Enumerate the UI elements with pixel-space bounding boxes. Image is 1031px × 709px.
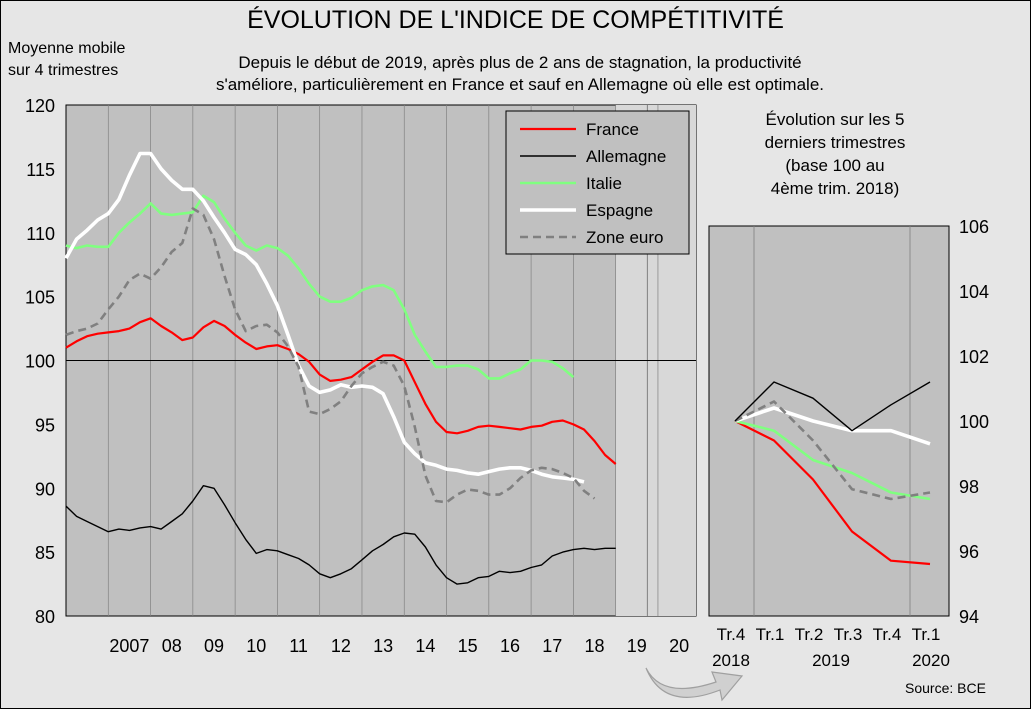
inset-title-line-1: Évolution sur les 5: [765, 110, 905, 129]
curved-arrow-icon: [645, 667, 744, 702]
legend-label: France: [586, 120, 639, 139]
y-tick-label: 80: [35, 607, 55, 627]
y-tick-label: 105: [25, 288, 55, 308]
y-axis-label-line-1: Moyenne mobile: [8, 40, 126, 57]
y-axis-label: Moyenne mobile sur 4 trimestres: [8, 38, 125, 82]
chart-title: ÉVOLUTION DE L'INDICE DE COMPÉTITIVITÉ: [247, 6, 784, 34]
x-tick-label: 09: [204, 636, 224, 656]
y-tick-label: 110: [26, 224, 55, 244]
y-axis-label-line-2: sur 4 trimestres: [8, 62, 119, 79]
inset-plot-area: [708, 225, 950, 617]
x-tick-label: 13: [373, 636, 393, 656]
inset-x-year-label: 2020: [912, 651, 950, 670]
subtitle-line-2: s'améliore, particulièrement en France e…: [215, 75, 824, 94]
x-tick-label: 14: [415, 636, 435, 656]
inset-y-tick-label: 102: [959, 347, 989, 367]
inset-x-year-label: 2019: [812, 651, 850, 670]
y-tick-label: 100: [25, 352, 55, 372]
inset-series-line-espagne: [734, 406, 931, 446]
x-tick-label: 17: [542, 636, 562, 656]
series-line-allemagne: [65, 485, 616, 585]
x-tick-label: 15: [458, 636, 478, 656]
inset-series-line-france: [734, 420, 931, 566]
legend-label: Espagne: [586, 201, 653, 220]
x-tick-label: 11: [289, 636, 308, 656]
inset-title-line-3: (base 100 au: [785, 156, 885, 175]
series-line-zone-euro: [65, 207, 596, 504]
x-tick-label: 19: [627, 636, 647, 656]
chart-subtitle: Depuis le début de 2019, après plus de 2…: [150, 52, 890, 96]
inset-title-line-2: derniers trimestres: [764, 133, 906, 152]
series-line-italie: [65, 194, 575, 380]
y-tick-label: 90: [35, 479, 55, 499]
series-line-france: [65, 317, 617, 465]
inset-x-year-label: 2018: [712, 651, 750, 670]
x-tick-label: 20: [669, 636, 689, 656]
inset-series-line-allemagne: [734, 381, 931, 432]
x-tick-label: 12: [331, 636, 351, 656]
x-tick-label: 18: [585, 636, 605, 656]
inset-x-tick-label: Tr.4: [717, 625, 746, 644]
y-tick-label: 85: [35, 543, 55, 563]
inset-x-tick-label: Tr.1: [912, 625, 941, 644]
y-tick-label: 120: [25, 96, 55, 116]
inset-y-tick-label: 104: [959, 282, 989, 302]
inset-x-tick-label: Tr.4: [873, 625, 902, 644]
inset-x-tick-label: Tr.2: [795, 625, 824, 644]
x-tick-label: 16: [500, 636, 520, 656]
inset-x-tick-label: Tr.1: [756, 625, 785, 644]
legend-label: Allemagne: [586, 147, 666, 166]
inset-title: Évolution sur les 5 derniers trimestres …: [730, 108, 940, 200]
x-tick-label: 08: [162, 636, 182, 656]
inset-y-tick-label: 96: [959, 542, 979, 562]
inset-y-tick-label: 98: [959, 477, 979, 497]
series-line-espagne: [64, 151, 585, 484]
inset-title-line-4: 4ème trim. 2018): [770, 179, 900, 198]
inset-x-tick-label: Tr.3: [834, 625, 863, 644]
subtitle-line-1: Depuis le début de 2019, après plus de 2…: [238, 53, 802, 72]
y-tick-label: 115: [26, 160, 55, 180]
legend-label: Zone euro: [586, 228, 664, 247]
source-note: Source: BCE: [905, 680, 986, 696]
legend-label: Italie: [586, 174, 622, 193]
y-tick-label: 95: [35, 415, 55, 435]
inset-y-tick-label: 100: [959, 412, 989, 432]
x-tick-label: 2007: [109, 636, 149, 656]
inset-y-tick-label: 94: [959, 607, 979, 627]
x-tick-label: 10: [246, 636, 266, 656]
inset-y-tick-label: 106: [959, 217, 989, 237]
